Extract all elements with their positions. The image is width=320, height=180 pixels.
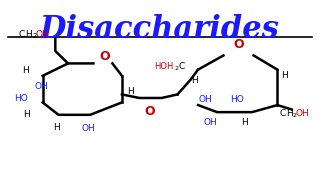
- Text: O: O: [36, 30, 43, 39]
- Text: H: H: [241, 118, 247, 127]
- Text: OH: OH: [198, 94, 212, 103]
- Text: O: O: [296, 109, 303, 118]
- Text: 2: 2: [174, 66, 178, 71]
- Text: C: C: [280, 109, 286, 118]
- Text: HO: HO: [230, 95, 244, 104]
- Text: 2: 2: [292, 113, 297, 118]
- Text: O: O: [233, 38, 244, 51]
- Text: H: H: [127, 87, 133, 96]
- Text: HOH: HOH: [155, 62, 174, 71]
- Text: H: H: [191, 76, 198, 85]
- Text: H: H: [22, 66, 28, 75]
- Text: OH: OH: [204, 118, 218, 127]
- Text: Disaccharides: Disaccharides: [40, 14, 280, 45]
- Text: H: H: [41, 30, 48, 39]
- Text: O: O: [99, 50, 110, 62]
- Text: H: H: [286, 109, 293, 118]
- Text: H: H: [53, 123, 60, 132]
- Text: 2: 2: [32, 33, 36, 39]
- Text: OH: OH: [82, 124, 95, 133]
- Text: H: H: [281, 71, 288, 80]
- Text: C: C: [19, 30, 25, 39]
- Text: H: H: [25, 30, 32, 39]
- Text: H: H: [23, 111, 29, 120]
- Text: O: O: [145, 105, 155, 118]
- Text: C: C: [178, 62, 184, 71]
- Text: HO: HO: [14, 94, 28, 103]
- Text: H: H: [301, 109, 308, 118]
- Text: OH: OH: [35, 82, 48, 91]
